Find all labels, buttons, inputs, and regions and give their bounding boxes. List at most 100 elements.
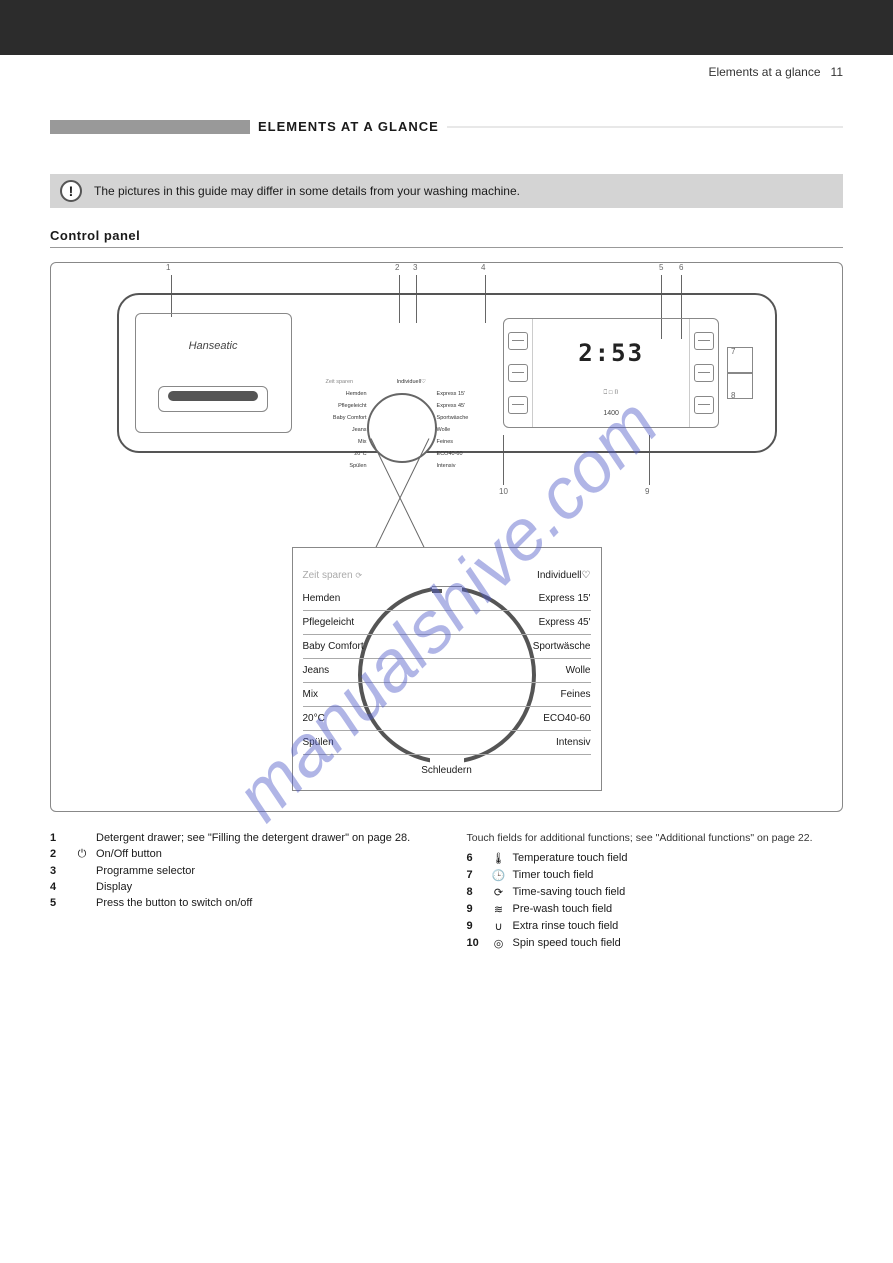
callout-9: 9 [645,487,649,496]
timesave-icon: ⟳ [355,571,362,580]
legend-right-col: Touch fields for additional functions; s… [467,830,844,952]
section-heading-rule [447,126,843,128]
legend-row: 6🌡Temperature touch field [467,850,844,867]
small-label-l3: Jeans [312,427,367,433]
touch-button[interactable] [508,396,528,414]
touch-button[interactable] [694,396,714,414]
small-label-l2: Baby Comfort [312,415,367,421]
power-buttons [727,337,758,409]
legend-row: 5 Press the button to switch on/off [50,895,427,911]
section-heading-bar [50,120,250,134]
touch-button[interactable] [508,332,528,350]
big-l2: Baby Comfort [303,641,383,652]
section-heading: ELEMENTS AT A GLANCE [50,119,843,134]
legend-num: 9 [467,920,485,933]
callout-10: 10 [499,487,508,496]
small-label-r3: Wolle [437,427,492,433]
legend-sym [74,865,90,877]
legend: 1 Detergent drawer; see "Filling the dete… [50,830,843,952]
heart-icon: ♡ [582,570,591,581]
info-text: The pictures in this guide may differ in… [94,184,520,198]
touch-button[interactable] [694,332,714,350]
big-top-right: Individuell♡ [537,570,590,581]
legend-row: 1 Detergent drawer; see "Filling the dete… [50,830,427,846]
subsection-title: Control panel [50,228,843,248]
small-label-l0: Hemden [312,391,367,397]
start-button[interactable] [727,373,753,399]
legend-text: On/Off button [96,848,427,861]
legend-row: 7🕒Timer touch field [467,867,844,884]
legend-right-header: Touch fields for additional functions; s… [467,830,844,846]
legend-num: 7 [467,869,485,882]
lcd-face: 2:53 ⎕ □ ▯ 1400 [532,319,690,427]
legend-num: 2 [50,848,68,861]
touch-button[interactable] [508,364,528,382]
big-top-left-text: Zeit sparen [303,570,353,581]
big-row: Baby ComfortSportwäsche [303,635,591,659]
big-r5: ECO40-60 [511,713,591,724]
legend-num: 1 [50,832,68,844]
legend-text: Spin speed touch field [513,937,844,950]
lcd-buttons-left [504,319,532,427]
legend-row: 4 Display [50,879,427,895]
prewash-icon: ≋ [491,903,507,916]
lcd-icons: ⎕ □ ▯ [533,390,689,397]
clock-icon: 🕒 [491,869,507,882]
drawer-handle [158,386,268,412]
big-row: 20°C ECO40-60 [303,707,591,731]
big-l5: 20°C [303,713,383,724]
power-button[interactable] [727,347,753,373]
small-label-l6: Spülen [312,463,367,469]
small-label-l1: Pflegeleicht [312,403,367,409]
touch-button[interactable] [694,364,714,382]
legend-sym [74,832,90,844]
big-row: SpülenIntensiv [303,731,591,755]
section-heading-text: ELEMENTS AT A GLANCE [258,119,439,134]
small-label-r2: Sportwäsche [437,415,492,421]
legend-text: Extra rinse touch field [513,920,844,933]
legend-row: 2 ⏻ On/Off button [50,846,427,863]
callout-3: 3 [413,263,417,272]
small-label-r1: Express 45' [437,403,492,409]
lcd-value: 1400 [533,410,689,417]
big-r1: Express 45' [511,617,591,628]
power-icon: ⏻ [74,848,90,861]
big-top-right-text: Individuell [537,570,581,581]
breadcrumb: Elements at a glance [708,65,820,79]
legend-num: 5 [50,897,68,909]
rinse-icon: ∪ [491,920,507,933]
control-panel-diagram: 1 2 3 4 5 6 7 8 10 9 Hanseatic Zeit spar… [50,262,843,812]
callout-2: 2 [395,263,399,272]
big-r4: Feines [511,689,591,700]
big-l0: Hemden [303,593,383,604]
big-l1: Pflegeleicht [303,617,383,628]
small-label-r0: Express 15' [437,391,492,397]
info-callout: ! The pictures in this guide may differ … [50,174,843,208]
programme-dial-large: Zeit sparen ⟳ Individuell♡ Hemden Express… [292,547,602,791]
timesave-icon: ⟳ [491,886,507,899]
callout-4: 4 [481,263,485,272]
legend-left-col: 1 Detergent drawer; see "Filling the dete… [50,830,427,952]
legend-sym [74,897,90,909]
brand-label: Hanseatic [136,340,291,352]
legend-text: Detergent drawer; see "Filling the deter… [96,832,427,844]
legend-num: 6 [467,852,485,865]
big-r0: Express 15' [511,593,591,604]
legend-text: Display [96,881,427,893]
legend-text: Temperature touch field [513,852,844,865]
big-l6: Spülen [303,737,383,748]
big-row: Jeans Wolle [303,659,591,683]
big-r3: Wolle [511,665,591,676]
big-l3: Jeans [303,665,383,676]
display-block: 2:53 ⎕ □ ▯ 1400 [503,318,719,428]
big-dial-top-row: Zeit sparen ⟳ Individuell♡ [303,570,591,587]
big-row: Pflegeleicht Express 45' [303,611,591,635]
legend-text: Time-saving touch field [513,886,844,899]
legend-num: 3 [50,865,68,877]
legend-num: 4 [50,881,68,893]
legend-row: 8⟳Time-saving touch field [467,884,844,901]
big-row: Hemden Express 15' [303,587,591,611]
callout-6: 6 [679,263,683,272]
legend-sym [74,881,90,893]
legend-text: Press the button to switch on/off [96,897,427,909]
